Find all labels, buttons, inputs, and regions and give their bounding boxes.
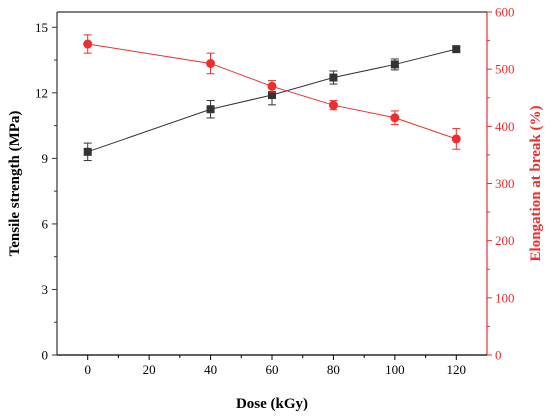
y-tick-label-right: 200 [495,233,515,248]
x-tick-label: 80 [327,362,340,377]
y-axis-title-right: Elongation at break (%) [528,106,544,262]
series-2-point [328,100,338,110]
y-axis-title-left: Tensile strength (MPa) [7,111,23,257]
y-tick-label-right: 100 [495,290,515,305]
x-tick-label: 20 [143,362,156,377]
series-1-point [206,105,215,114]
y-tick-label-left: 9 [42,151,49,166]
x-tick-label: 100 [385,362,405,377]
y-tick-label-right: 0 [495,348,502,363]
series-line-1 [87,48,457,153]
y-tick-label-right: 600 [495,5,515,20]
series-2-point [83,39,93,49]
x-axis-title: Dose (kGy) [236,396,308,412]
y-tick-label-right: 500 [495,62,515,77]
axes-layer: 0 20 40 60 80 100 120 0 3 6 9 12 15 0 100 200 300 400 500 6… [35,5,515,378]
x-tick-label: 120 [447,362,467,377]
series-2-point [206,58,216,68]
y-tick-label-left: 15 [35,20,48,35]
series-layer [83,34,461,162]
y-tick-label-left: 6 [42,216,49,231]
y-tick-label-right: 400 [495,119,515,134]
series-line-2 [87,43,457,140]
x-tick-label: 40 [204,362,217,377]
series-1-point [83,147,92,156]
y-tick-label-right: 300 [495,176,515,191]
x-tick-label: 0 [84,362,91,377]
y-tick-label-left: 3 [42,282,49,297]
series-1-point [268,91,276,100]
series-2-point [267,81,277,91]
series-1-point [452,45,461,54]
series-2-point [451,134,461,144]
labels-layer: Dose (kGy) Tensile strength (MPa) Elonga… [7,106,544,412]
series-1-point [390,60,399,69]
series-2-point [390,113,400,123]
series-1-point [329,73,338,82]
y-tick-label-left: 0 [42,348,49,363]
y-tick-label-left: 12 [35,85,48,100]
x-tick-label: 60 [266,362,279,377]
